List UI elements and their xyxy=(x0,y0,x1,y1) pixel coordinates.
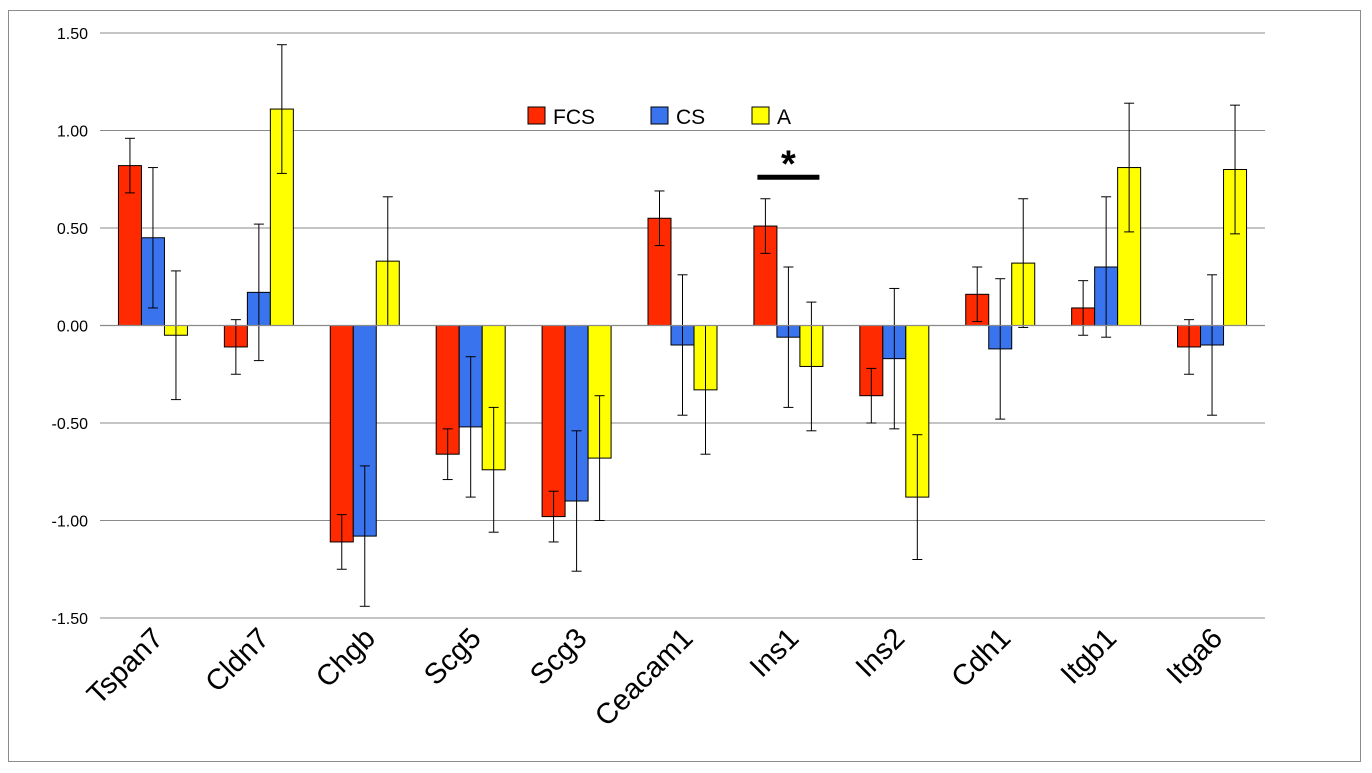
error-bar-scg5-a xyxy=(488,406,499,533)
error-bar-chgb-cs xyxy=(359,465,370,607)
significance-annotation: * xyxy=(757,143,820,185)
annotations: * xyxy=(757,143,820,185)
error-bar-cdh1-cs xyxy=(995,278,1006,420)
legend-swatch xyxy=(527,106,546,125)
error-bar-ins2-a xyxy=(912,434,923,560)
error-bar-tspan7-cs xyxy=(147,167,158,309)
error-bar-ins1-a xyxy=(806,301,817,432)
x-category-label: Ins2 xyxy=(850,622,911,683)
error-bar-itgb1-cs xyxy=(1101,196,1112,338)
error-bar-ins1-cs xyxy=(783,266,794,408)
grid-lines xyxy=(100,32,1265,619)
error-bar-cdh1-a xyxy=(1018,198,1029,328)
y-tick-label: 0.00 xyxy=(57,319,88,336)
legend-label: CS xyxy=(676,106,705,129)
legend: FCS CS A xyxy=(527,106,791,129)
error-bar-cldn7-a xyxy=(276,44,287,174)
legend-label: A xyxy=(777,106,791,129)
error-bar-scg5-fcs xyxy=(442,428,453,481)
x-category-label: Itga6 xyxy=(1161,622,1229,690)
legend-item-a: A xyxy=(751,106,791,129)
x-category-label: Itgb1 xyxy=(1055,622,1123,690)
y-tick-label: -0.50 xyxy=(52,416,89,433)
error-bar-scg3-cs xyxy=(571,430,582,572)
x-category-label: Scg5 xyxy=(418,622,487,691)
bars xyxy=(117,108,1248,543)
y-tick-label: 1.50 xyxy=(57,26,88,43)
error-bar-itgb1-a xyxy=(1124,102,1135,233)
error-bar-scg5-cs xyxy=(465,356,476,498)
x-category-label: Scg3 xyxy=(524,622,593,691)
x-category-label: Chgb xyxy=(310,622,382,694)
error-bar-tspan7-a xyxy=(170,270,181,401)
bar-scg3-fcs xyxy=(541,325,566,518)
error-bar-cldn7-cs xyxy=(253,223,264,362)
error-bar-cldn7-fcs xyxy=(230,319,241,375)
legend-item-cs: CS xyxy=(650,106,705,129)
error-bar-scg3-fcs xyxy=(548,490,559,543)
y-tick-label: 0.50 xyxy=(57,221,88,238)
error-bar-scg3-a xyxy=(594,395,605,521)
error-bar-itga6-fcs xyxy=(1184,319,1195,375)
x-category-label: Ins1 xyxy=(744,622,805,683)
y-axis-tick-labels: 1.50 1.00 0.50 0.00 -0.50 -1.00 -1.50 xyxy=(52,26,89,628)
significance-star: * xyxy=(781,143,796,185)
error-bars xyxy=(124,44,1241,607)
error-bar-ceacam1-fcs xyxy=(654,190,665,247)
x-category-label: Cldn7 xyxy=(200,622,276,698)
y-tick-label: -1.50 xyxy=(52,611,89,628)
x-category-label: Ceacam1 xyxy=(589,622,699,732)
error-bar-ins2-fcs xyxy=(866,367,877,424)
legend-swatch xyxy=(650,106,669,125)
chart-frame xyxy=(8,10,1361,762)
error-bar-chgb-fcs xyxy=(336,514,347,570)
legend-item-fcs: FCS xyxy=(527,106,595,129)
error-bar-itga6-cs xyxy=(1207,274,1218,416)
bar-chgb-fcs xyxy=(329,325,354,543)
y-tick-label: -1.00 xyxy=(52,514,89,531)
error-bar-ins1-fcs xyxy=(760,198,771,254)
error-bar-itga6-a xyxy=(1230,104,1241,235)
legend-label: FCS xyxy=(553,106,595,129)
y-tick-label: 1.00 xyxy=(57,124,88,141)
x-category-label: Tspan7 xyxy=(81,622,170,711)
x-category-label: Cdh1 xyxy=(946,622,1018,694)
error-bar-tspan7-fcs xyxy=(124,137,135,194)
error-bar-itgb1-fcs xyxy=(1078,280,1089,336)
error-bar-ceacam1-cs xyxy=(677,274,688,416)
legend-swatch xyxy=(751,106,770,125)
error-bar-ins2-cs xyxy=(889,287,900,430)
error-bar-cdh1-fcs xyxy=(972,266,983,323)
